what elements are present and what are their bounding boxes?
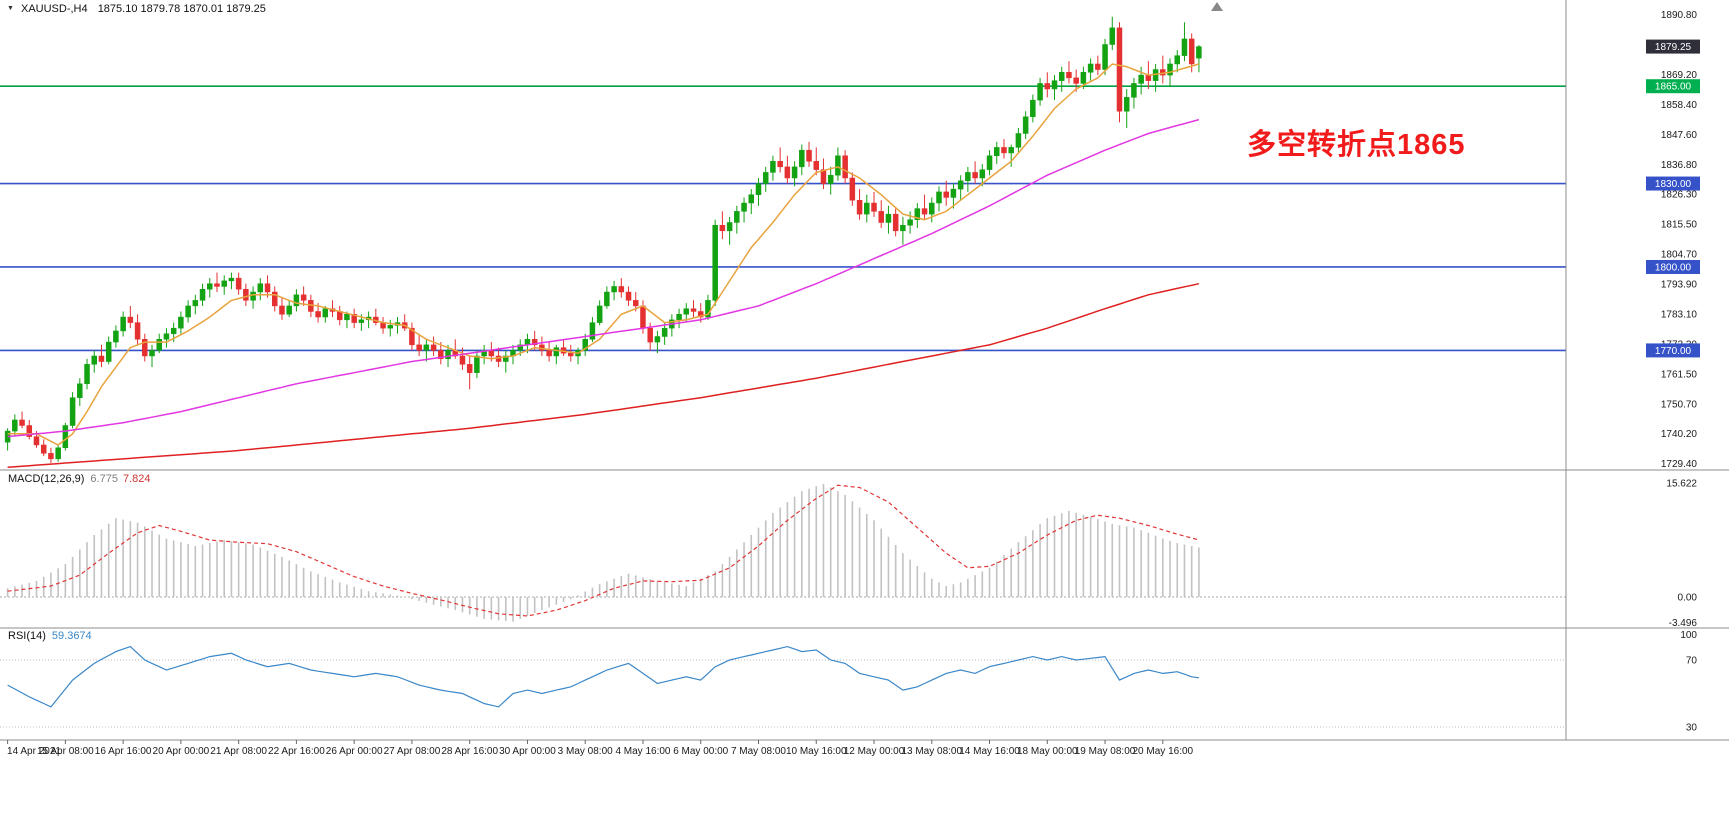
- svg-text:30: 30: [1686, 723, 1698, 734]
- svg-text:1815.50: 1815.50: [1661, 219, 1698, 230]
- svg-text:18 May 00:00: 18 May 00:00: [1017, 746, 1078, 757]
- svg-text:1740.20: 1740.20: [1661, 429, 1698, 440]
- candles: [4, 16, 1202, 464]
- macd-main-value: 6.775: [90, 473, 118, 485]
- svg-text:1869.20: 1869.20: [1661, 70, 1698, 81]
- svg-text:1804.70: 1804.70: [1661, 249, 1698, 260]
- svg-text:1830.00: 1830.00: [1655, 179, 1692, 190]
- macd-histogram: [6, 483, 1200, 622]
- svg-text:14 Apr 2021: 14 Apr 2021: [7, 746, 61, 757]
- symbol-period-label: XAUUSD-,H4: [21, 3, 88, 15]
- svg-text:1770.00: 1770.00: [1655, 346, 1692, 357]
- rsi-indicator-label: RSI(14) 59.3674: [8, 630, 92, 642]
- svg-text:70: 70: [1686, 656, 1698, 667]
- svg-text:1783.10: 1783.10: [1661, 309, 1698, 320]
- panel-borders: [0, 0, 1729, 741]
- rsi-level-lines: [0, 659, 1566, 728]
- svg-text:21 Apr 08:00: 21 Apr 08:00: [210, 746, 267, 757]
- svg-text:28 Apr 16:00: 28 Apr 16:00: [441, 746, 498, 757]
- svg-text:100: 100: [1680, 630, 1697, 641]
- svg-text:16 Apr 16:00: 16 Apr 16:00: [95, 746, 152, 757]
- svg-text:1793.90: 1793.90: [1661, 279, 1698, 290]
- svg-text:1879.25: 1879.25: [1655, 42, 1692, 53]
- one-click-trading-toggle-icon[interactable]: ▼: [7, 5, 14, 12]
- svg-text:1836.80: 1836.80: [1661, 160, 1698, 171]
- svg-text:13 May 08:00: 13 May 08:00: [901, 746, 962, 757]
- chart-shift-marker-icon: [1211, 2, 1223, 11]
- svg-text:3 May 08:00: 3 May 08:00: [558, 746, 613, 757]
- macd-signal-line: [7, 484, 1200, 617]
- ohlc-values: 1875.10 1879.78 1870.01 1879.25: [97, 3, 266, 15]
- rsi-line: [7, 645, 1199, 708]
- svg-text:22 Apr 16:00: 22 Apr 16:00: [268, 746, 325, 757]
- svg-text:1800.00: 1800.00: [1655, 262, 1692, 273]
- svg-text:10 May 16:00: 10 May 16:00: [786, 746, 847, 757]
- macd-axis[interactable]: 15.622 0.00 -3.496: [1666, 478, 1697, 629]
- chart-title-bar: ▼ XAUUSD-,H4 1875.10 1879.78 1870.01 187…: [7, 3, 266, 15]
- svg-text:27 Apr 08:00: 27 Apr 08:00: [384, 746, 441, 757]
- svg-text:19 May 08:00: 19 May 08:00: [1075, 746, 1136, 757]
- horizontal-level-lines: [0, 85, 1566, 352]
- rsi-name: RSI(14): [8, 630, 46, 642]
- svg-text:1826.30: 1826.30: [1661, 189, 1698, 200]
- svg-text:1865.00: 1865.00: [1655, 82, 1692, 93]
- svg-text:6 May 00:00: 6 May 00:00: [673, 746, 728, 757]
- svg-text:1858.40: 1858.40: [1661, 100, 1698, 111]
- macd-name: MACD(12,26,9): [8, 473, 85, 485]
- svg-text:26 Apr 00:00: 26 Apr 00:00: [326, 746, 383, 757]
- rsi-value: 59.3674: [51, 630, 92, 642]
- svg-text:30 Apr 00:00: 30 Apr 00:00: [499, 746, 556, 757]
- ma-fast-line: [7, 63, 1200, 446]
- svg-text:1729.40: 1729.40: [1661, 459, 1698, 470]
- svg-text:20 May 16:00: 20 May 16:00: [1133, 746, 1194, 757]
- svg-text:1847.60: 1847.60: [1661, 130, 1698, 141]
- svg-text:14 May 16:00: 14 May 16:00: [959, 746, 1020, 757]
- svg-text:4 May 16:00: 4 May 16:00: [615, 746, 670, 757]
- svg-text:12 May 00:00: 12 May 00:00: [844, 746, 905, 757]
- price-tags: 1879.25 1865.00 1830.00 1800.00 1770.00: [1646, 39, 1700, 358]
- svg-text:1890.80: 1890.80: [1661, 10, 1698, 21]
- svg-text:7 May 08:00: 7 May 08:00: [731, 746, 786, 757]
- macd-indicator-label: MACD(12,26,9) 6.775 7.824: [8, 473, 150, 485]
- svg-text:1750.70: 1750.70: [1661, 400, 1698, 411]
- svg-text:15 Apr 08:00: 15 Apr 08:00: [37, 746, 94, 757]
- rsi-axis[interactable]: 100 70 30: [1680, 630, 1697, 734]
- annotation-text: 多空转折点1865: [1247, 129, 1466, 161]
- macd-signal-value: 7.824: [122, 473, 151, 485]
- ma-medium-line: [7, 118, 1200, 438]
- ma-slow-line: [7, 282, 1200, 468]
- price-axis[interactable]: 1890.80 1869.20 1858.40 1847.60 1836.80 1826.…: [1661, 10, 1698, 470]
- svg-text:0.00: 0.00: [1678, 593, 1698, 604]
- svg-text:1761.50: 1761.50: [1661, 370, 1698, 381]
- svg-text:15.622: 15.622: [1666, 478, 1697, 489]
- svg-text:20 Apr 00:00: 20 Apr 00:00: [153, 746, 210, 757]
- svg-text:-3.496: -3.496: [1669, 618, 1698, 629]
